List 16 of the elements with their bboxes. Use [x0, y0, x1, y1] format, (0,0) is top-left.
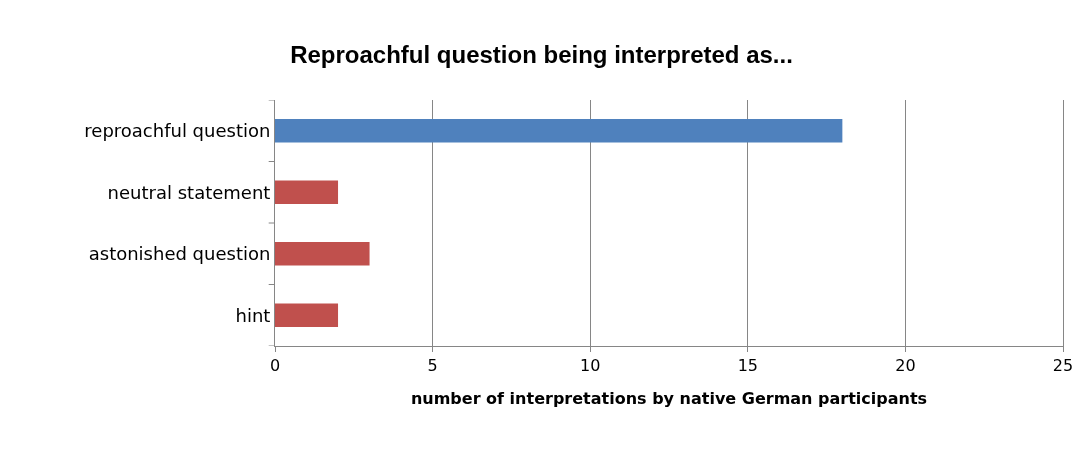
y-tick-label: reproachful question [84, 120, 271, 142]
chart-title: Reproachful question being interpreted as... [290, 41, 793, 69]
x-tick-label: 25 [1052, 356, 1074, 376]
bar [275, 119, 843, 143]
x-tick-label: 20 [895, 356, 916, 376]
y-tick-label: neutral statement [107, 181, 271, 203]
x-tick-label: 15 [737, 356, 758, 376]
x-tick-label: 5 [427, 356, 438, 376]
x-axis-title: number of interpretations by native German participants [410, 388, 928, 408]
y-tick-label: astonished question [88, 243, 271, 265]
y-tick-label: hint [235, 304, 271, 326]
bar [275, 242, 370, 266]
bar [275, 180, 339, 204]
bar [275, 303, 339, 327]
x-tick-label: 10 [580, 356, 601, 376]
x-tick-label: 0 [269, 356, 281, 376]
